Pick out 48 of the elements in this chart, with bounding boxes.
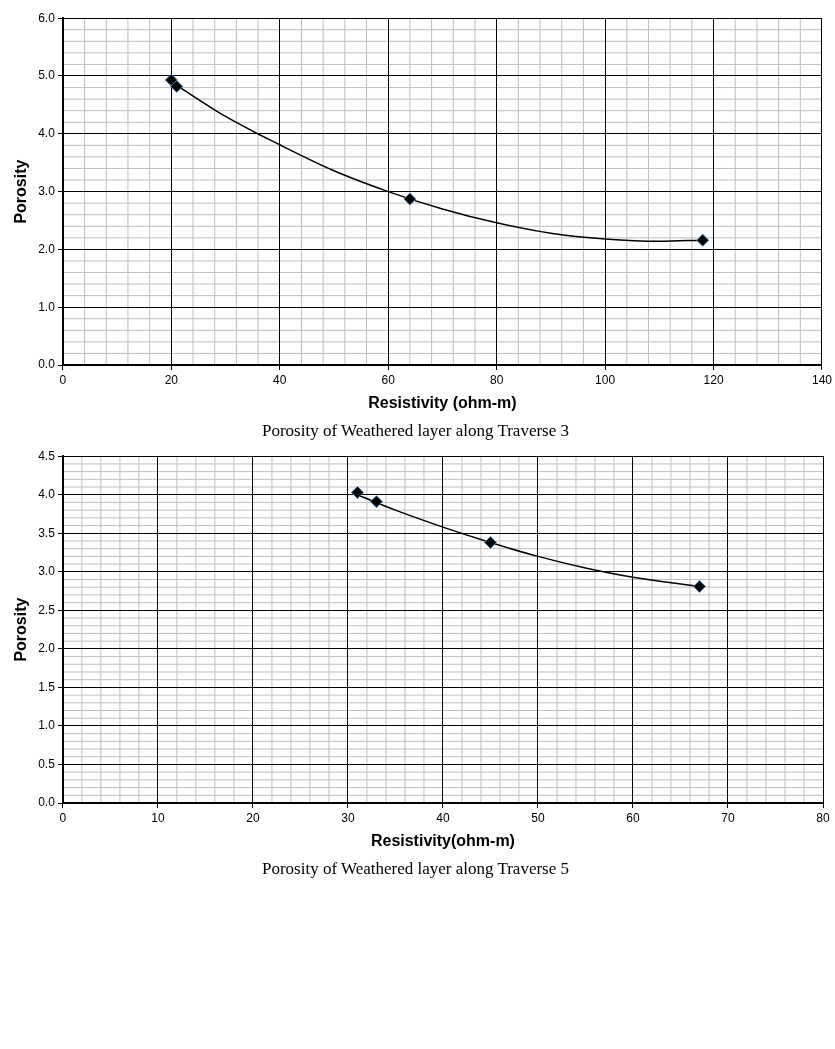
point (483, 536, 497, 550)
y-tick-label: 1.0 (38, 718, 56, 733)
y-tick-label: 6.0 (38, 10, 56, 25)
x-tick-label: 40 (273, 372, 287, 387)
y-tick-label: 3.0 (38, 564, 56, 579)
x-tick-label: 0 (59, 372, 67, 387)
y-tick-label: 2.5 (38, 602, 56, 617)
text: Porosity of Weathered layer along Traverse 5 (261, 859, 570, 879)
y-tick-label: 1.5 (38, 679, 56, 694)
x-tick-label: 80 (489, 372, 504, 387)
x-tick-label: 20 (164, 372, 179, 387)
y-tick-label: 3.5 (38, 525, 56, 540)
x-tick-label: 120 (703, 372, 724, 387)
point (170, 79, 184, 93)
y-axis-title: Porosity (12, 597, 30, 662)
y-tick-label: 0.0 (38, 795, 56, 810)
x-tick-label: 10 (151, 810, 165, 825)
point (403, 192, 417, 206)
x-tick-label: 60 (381, 372, 396, 387)
point (369, 495, 383, 509)
text: Porosity of Weathered layer along Traverse 3 (261, 421, 570, 441)
y-tick-label: 1.0 (38, 299, 56, 314)
x-tick-label: 100 (595, 372, 616, 387)
y-tick-label: 2.0 (38, 241, 56, 256)
x-tick-label: 50 (531, 810, 545, 825)
y-tick-label: 0.0 (38, 357, 56, 372)
point (164, 73, 178, 87)
x-tick-label: 70 (721, 810, 735, 825)
y-tick-label: 4.0 (38, 126, 56, 141)
point (696, 233, 710, 247)
y-tick-label: 2.0 (38, 641, 56, 656)
y-tick-label: 4.0 (38, 487, 56, 502)
x-tick-label: 20 (246, 810, 260, 825)
y-tick-label: 0.5 (38, 756, 56, 771)
x-tick-label: 0 (59, 810, 67, 825)
point (692, 579, 706, 593)
x-tick-label: 40 (436, 810, 450, 825)
x-tick-label: 60 (626, 810, 640, 825)
y-tick-label: 5.0 (38, 68, 56, 83)
y-tick-label: 4.5 (38, 448, 56, 463)
x-axis-title: Resistivity(ohm-m) (370, 832, 515, 850)
y-axis-title: Porosity (12, 159, 30, 224)
x-tick-label: 80 (816, 810, 830, 825)
x-axis-title: Resistivity (ohm-m) (368, 394, 517, 412)
x-tick-label: 140 (811, 372, 833, 387)
x-tick-label: 30 (341, 810, 355, 825)
point (350, 485, 364, 499)
y-tick-label: 3.0 (38, 183, 56, 198)
